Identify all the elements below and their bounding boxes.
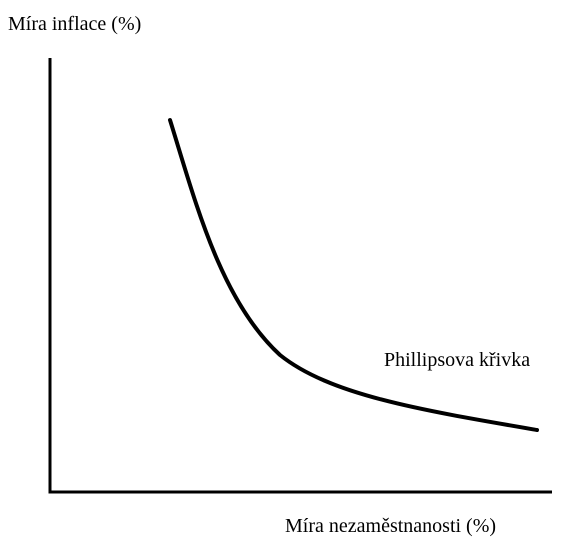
x-axis-label: Míra nezaměstnanosti (%)	[285, 515, 496, 537]
y-axis-label: Míra inflace (%)	[8, 13, 141, 35]
phillips-curve	[168, 118, 539, 432]
curve-label: Phillipsova křivka	[384, 349, 530, 371]
